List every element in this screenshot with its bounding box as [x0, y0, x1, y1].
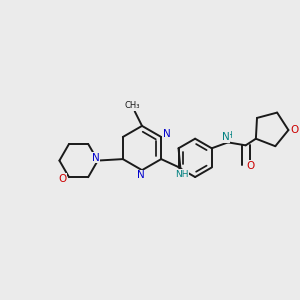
Text: NH: NH [175, 170, 189, 179]
Text: N: N [222, 132, 230, 142]
Text: O: O [58, 174, 67, 184]
Text: N: N [92, 153, 99, 163]
Text: O: O [291, 125, 299, 135]
Text: H: H [226, 131, 232, 140]
Text: N: N [163, 129, 170, 139]
Text: N: N [137, 170, 144, 181]
Text: CH₃: CH₃ [124, 101, 140, 110]
Text: O: O [247, 161, 255, 171]
